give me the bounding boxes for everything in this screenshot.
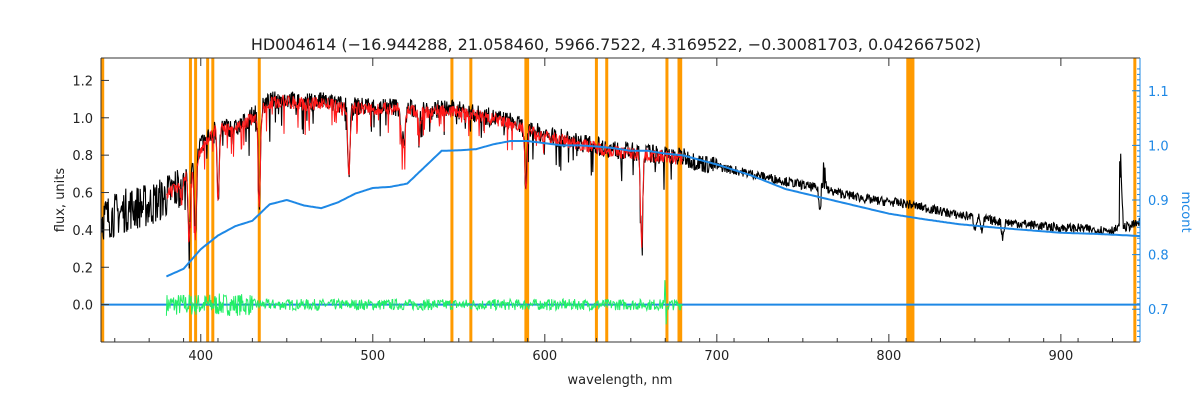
x-tick-label-4: 800 [876, 349, 901, 364]
y-axis-label: flux, units [53, 168, 68, 233]
y-tick-label-0: 0.0 [72, 299, 93, 314]
series-observed [100, 91, 1141, 269]
series-mcont [165, 140, 1140, 278]
plot-area: 400 500 600 700 800 900 0.0 0.2 0.4 0.6 0.8 1.0 1.2 0… [72, 57, 1169, 364]
x-axis-label: wavelength, nm [568, 373, 673, 388]
y2-tick-label-0: 0.7 [1148, 303, 1169, 318]
y2-tick-label-1: 0.8 [1148, 249, 1169, 264]
y2-tick-label-3: 1.0 [1148, 139, 1169, 154]
y-tick-label-2: 0.4 [72, 224, 93, 239]
x-tick-label-2: 600 [532, 349, 557, 364]
y-tick-label-5: 1.0 [72, 112, 93, 127]
y-tick-label-4: 0.8 [72, 149, 93, 164]
x-tick-label-5: 900 [1048, 349, 1073, 364]
y2-tick-label-4: 1.1 [1148, 85, 1169, 100]
x-tick-label-1: 500 [360, 349, 385, 364]
x-tick-label-3: 700 [704, 349, 729, 364]
y2-axis-label: mcont [1178, 191, 1193, 232]
x-tick-label-0: 400 [188, 349, 213, 364]
y2-tick-label-2: 0.9 [1148, 194, 1169, 209]
series-residual [165, 280, 683, 325]
y-tick-label-1: 0.2 [72, 261, 93, 276]
y-tick-label-6: 1.2 [72, 74, 93, 89]
y-tick-label-3: 0.6 [72, 187, 93, 202]
chart-title: HD004614 (−16.944288, 21.058460, 5966.75… [251, 35, 981, 54]
